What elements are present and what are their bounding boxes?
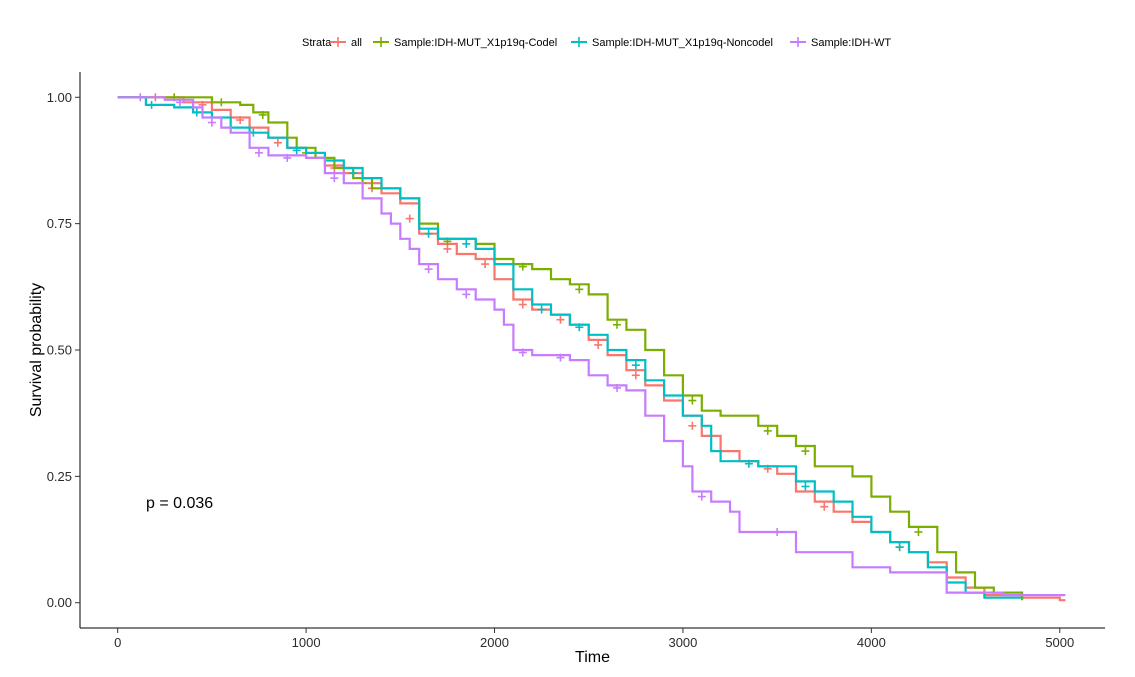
p-value-annotation: p = 0.036 xyxy=(146,495,213,512)
censor-mark-1-9 xyxy=(688,396,697,405)
y-tick-label-0: 0.00 xyxy=(47,595,72,610)
censor-mark-2-9 xyxy=(631,361,640,370)
series-line-0 xyxy=(117,96,1066,602)
legend-label-3: Sample:IDH-WT xyxy=(811,37,891,49)
censor-mark-2-12 xyxy=(895,543,904,552)
censor-mark-1-12 xyxy=(914,527,923,536)
censor-mark-3-12 xyxy=(773,527,782,536)
censor-mark-3-11 xyxy=(697,492,706,501)
series-line-3 xyxy=(117,96,1066,597)
censor-mark-3-4 xyxy=(283,153,292,162)
censor-mark-0-13 xyxy=(688,421,697,430)
series-line-2 xyxy=(117,96,1023,599)
series-line-1 xyxy=(117,96,1024,601)
y-tick-label-3: 0.75 xyxy=(47,216,72,231)
censor-mark-0-2 xyxy=(236,116,245,125)
censor-mark-0-11 xyxy=(594,340,603,349)
legend: Strata all Sample:IDH-MUT_X1p19q-Codel Sam… xyxy=(302,37,891,49)
censor-mark-1-7 xyxy=(575,285,584,294)
legend-entry-0: all xyxy=(330,37,362,49)
censor-mark-3-6 xyxy=(424,265,433,274)
censor-mark-0-9 xyxy=(518,300,527,309)
y-tick-label-1: 0.25 xyxy=(47,469,72,484)
censor-mark-1-6 xyxy=(518,262,527,271)
legend-label-1: Sample:IDH-MUT_X1p19q-Codel xyxy=(394,37,557,49)
censor-mark-1-2 xyxy=(258,110,267,119)
censor-mark-2-3 xyxy=(292,146,301,155)
censor-mark-3-0 xyxy=(136,93,145,102)
x-tick-label-0: 0 xyxy=(114,635,121,650)
censor-mark-2-1 xyxy=(192,108,201,117)
legend-entry-1: Sample:IDH-MUT_X1p19q-Codel xyxy=(373,37,557,49)
axes: 0 1000 2000 3000 4000 5000 0.00 0.25 0.50 0.75 1.0… xyxy=(47,72,1105,650)
censor-mark-1-11 xyxy=(801,447,810,456)
censor-mark-2-5 xyxy=(424,229,433,238)
legend-title: Strata xyxy=(302,37,332,49)
censor-mark-3-7 xyxy=(462,290,471,299)
censor-mark-1-1 xyxy=(217,98,226,107)
censor-mark-0-8 xyxy=(481,260,490,269)
x-tick-label-2: 2000 xyxy=(480,635,509,650)
x-tick-label-1: 1000 xyxy=(292,635,321,650)
censor-mark-0-3 xyxy=(273,138,282,147)
censor-mark-1-10 xyxy=(763,426,772,435)
x-tick-label-5: 5000 xyxy=(1045,635,1074,650)
legend-entry-3: Sample:IDH-WT xyxy=(790,37,891,49)
censor-mark-1-8 xyxy=(612,320,621,329)
y-tick-label-4: 1.00 xyxy=(47,90,72,105)
legend-label-0: all xyxy=(351,37,362,49)
censor-mark-0-15 xyxy=(820,502,829,511)
censor-mark-2-6 xyxy=(462,239,471,248)
x-axis-title: Time xyxy=(575,649,610,666)
censor-mark-2-7 xyxy=(537,305,546,314)
censor-mark-0-6 xyxy=(405,214,414,223)
series-layer xyxy=(117,93,1066,602)
censor-mark-0-12 xyxy=(631,371,640,380)
legend-entry-2: Sample:IDH-MUT_X1p19q-Noncodel xyxy=(571,37,773,49)
censor-mark-3-5 xyxy=(330,174,339,183)
censor-mark-0-7 xyxy=(443,244,452,253)
censor-mark-2-11 xyxy=(801,482,810,491)
censor-mark-3-8 xyxy=(518,348,527,357)
x-tick-label-3: 3000 xyxy=(668,635,697,650)
censor-mark-3-2 xyxy=(207,118,216,127)
censor-mark-3-1 xyxy=(175,98,184,107)
legend-label-2: Sample:IDH-MUT_X1p19q-Noncodel xyxy=(592,37,773,49)
censor-mark-3-9 xyxy=(556,353,565,362)
censor-mark-2-0 xyxy=(147,100,156,109)
censor-mark-0-10 xyxy=(556,315,565,324)
censor-mark-2-8 xyxy=(575,323,584,332)
x-tick-label-4: 4000 xyxy=(857,635,886,650)
censor-mark-2-10 xyxy=(744,459,753,468)
censor-mark-3-3 xyxy=(254,148,263,157)
y-axis-title: Survival probability xyxy=(28,283,45,417)
censor-mark-3-10 xyxy=(612,383,621,392)
y-tick-label-2: 0.50 xyxy=(47,343,72,358)
censor-mark-2-4 xyxy=(349,169,358,178)
